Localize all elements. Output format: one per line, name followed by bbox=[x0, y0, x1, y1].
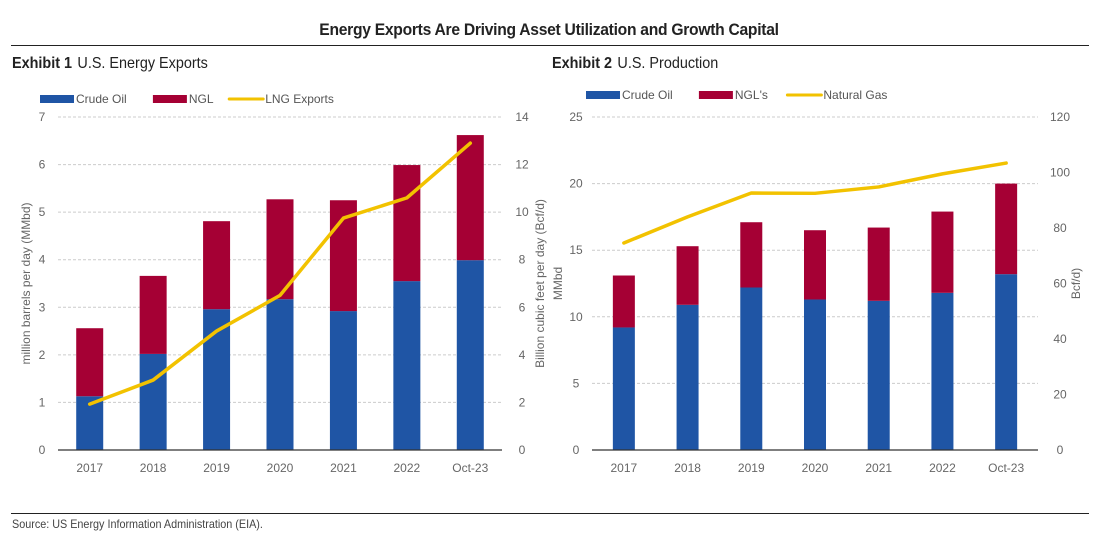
bar-ngl-2019 bbox=[203, 221, 231, 310]
bar-crude-oil-2017 bbox=[612, 327, 635, 450]
bar-ngl-2019 bbox=[740, 222, 763, 288]
legend-label-0: Crude Oil bbox=[76, 92, 127, 106]
bar-ngl-2018 bbox=[139, 275, 167, 354]
y-tick-left: 15 bbox=[569, 243, 583, 257]
y-tick-left: 3 bbox=[39, 300, 46, 314]
bar-ngl-2020 bbox=[804, 230, 826, 300]
x-tick-label: 2020 bbox=[802, 461, 829, 475]
bar-crude-oil-2020 bbox=[804, 299, 826, 450]
bar-crude-oil-2019 bbox=[740, 287, 763, 450]
exhibit-2-label: Exhibit 2 bbox=[552, 55, 613, 72]
y-tick-right: 0 bbox=[519, 443, 526, 457]
bar-crude-oil-2021 bbox=[867, 300, 890, 450]
bar-ngl-2021 bbox=[867, 227, 890, 301]
y-tick-left: 25 bbox=[569, 110, 583, 124]
y-axis-label-right: Billion cubic feet per day (Bcf/d) bbox=[533, 199, 547, 368]
source-note: Source: US Energy Information Administra… bbox=[12, 517, 263, 531]
x-tick-label: Oct-23 bbox=[452, 461, 488, 475]
y-tick-right: 12 bbox=[515, 158, 529, 172]
legend-label-1: NGL bbox=[189, 92, 214, 106]
bar-crude-oil-Oct-23 bbox=[995, 274, 1018, 450]
bar-ngl-2022 bbox=[393, 165, 421, 282]
bar-crude-oil-Oct-23 bbox=[456, 260, 484, 450]
x-tick-label: 2019 bbox=[738, 461, 765, 475]
bar-ngl-2018 bbox=[676, 246, 699, 305]
y-tick-left: 4 bbox=[39, 253, 46, 267]
bar-ngl-2017 bbox=[76, 328, 104, 397]
footer-rule bbox=[11, 513, 1089, 514]
y-tick-left: 20 bbox=[569, 177, 583, 191]
y-axis-label-left: MMbd bbox=[551, 267, 565, 300]
y-tick-left: 6 bbox=[39, 158, 46, 172]
y-tick-right: 4 bbox=[519, 348, 526, 362]
y-tick-right: 60 bbox=[1053, 277, 1067, 291]
x-tick-label: 2017 bbox=[76, 461, 103, 475]
exhibit-1-label: Exhibit 1 bbox=[12, 55, 73, 72]
x-tick-label: 2018 bbox=[140, 461, 167, 475]
x-tick-label: 2022 bbox=[929, 461, 956, 475]
y-tick-right: 0 bbox=[1057, 443, 1064, 457]
legend-label-2: LNG Exports bbox=[265, 92, 334, 106]
x-tick-label: 2017 bbox=[611, 461, 638, 475]
y-tick-left: 0 bbox=[39, 443, 46, 457]
legend-swatch-1 bbox=[152, 95, 187, 103]
exhibit-2-title: U.S. Production bbox=[617, 55, 719, 72]
y-tick-right: 100 bbox=[1050, 166, 1070, 180]
y-tick-left: 10 bbox=[569, 310, 583, 324]
y-tick-right: 40 bbox=[1053, 332, 1067, 346]
bar-ngl-Oct-23 bbox=[995, 183, 1018, 275]
bar-crude-oil-2021 bbox=[329, 311, 357, 450]
bar-ngl-Oct-23 bbox=[456, 135, 484, 261]
y-tick-right: 2 bbox=[519, 395, 526, 409]
legend-swatch-0 bbox=[40, 95, 74, 103]
x-tick-label: 2020 bbox=[267, 461, 294, 475]
bar-crude-oil-2022 bbox=[393, 281, 421, 450]
x-tick-label: 2019 bbox=[203, 461, 230, 475]
bar-ngl-2022 bbox=[931, 211, 954, 293]
x-tick-label: Oct-23 bbox=[988, 461, 1024, 475]
x-tick-label: 2021 bbox=[330, 461, 357, 475]
legend-label-0: Crude Oil bbox=[622, 88, 673, 102]
y-tick-right: 20 bbox=[1053, 388, 1067, 402]
bar-crude-oil-2018 bbox=[676, 304, 699, 450]
y-tick-right: 10 bbox=[515, 205, 529, 219]
legend-swatch-0 bbox=[586, 91, 620, 99]
legend-label-2: Natural Gas bbox=[823, 88, 887, 102]
bar-ngl-2017 bbox=[612, 275, 635, 328]
exhibit-1-heading: Exhibit 1 U.S. Energy Exports bbox=[12, 55, 208, 73]
x-tick-label: 2021 bbox=[865, 461, 892, 475]
legend-swatch-1 bbox=[698, 91, 733, 99]
y-tick-left: 2 bbox=[39, 348, 46, 362]
y-tick-left: 5 bbox=[573, 376, 580, 390]
bar-crude-oil-2022 bbox=[931, 292, 954, 450]
title-rule bbox=[11, 45, 1089, 46]
y-tick-left: 1 bbox=[39, 395, 46, 409]
y-axis-label-right: Bcf/d) bbox=[1069, 268, 1083, 299]
exhibit-2-heading: Exhibit 2 U.S. Production bbox=[552, 55, 718, 73]
y-tick-left: 7 bbox=[39, 110, 46, 124]
y-tick-left: 0 bbox=[573, 443, 580, 457]
y-tick-right: 120 bbox=[1050, 110, 1070, 124]
x-tick-label: 2018 bbox=[674, 461, 701, 475]
chart-exhibit-2: Crude Oil NGL's Natural Gas 0 5 10 15 20 25 0 20 40… bbox=[551, 88, 1083, 475]
chart-exhibit-1: Crude Oil NGL LNG Exports01234567024681012… bbox=[19, 92, 547, 475]
y-tick-right: 80 bbox=[1053, 221, 1067, 235]
bar-crude-oil-2018 bbox=[139, 353, 167, 450]
bar-crude-oil-2020 bbox=[266, 299, 294, 450]
x-tick-label: 2022 bbox=[394, 461, 421, 475]
y-axis-label-left: million barrels per day (MMbd) bbox=[19, 202, 33, 364]
legend-label-1: NGL's bbox=[735, 88, 768, 102]
page-title: Energy Exports Are Driving Asset Utiliza… bbox=[319, 20, 779, 39]
y-tick-right: 6 bbox=[519, 300, 526, 314]
y-tick-right: 14 bbox=[515, 110, 529, 124]
exhibit-1-title: U.S. Energy Exports bbox=[77, 55, 208, 72]
y-tick-right: 8 bbox=[519, 253, 526, 267]
y-tick-left: 5 bbox=[39, 205, 46, 219]
